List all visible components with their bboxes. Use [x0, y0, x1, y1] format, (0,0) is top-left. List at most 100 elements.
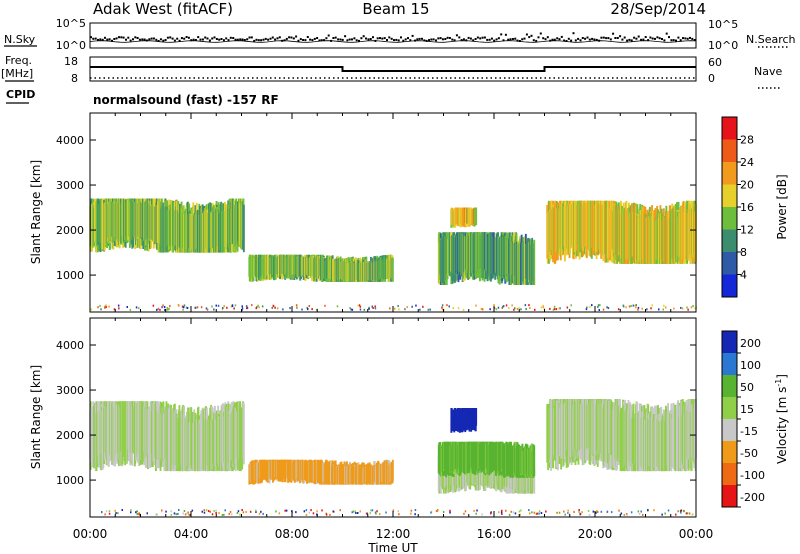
ground-scatter-point	[101, 511, 103, 513]
ground-scatter-point	[398, 308, 400, 311]
noise-point	[481, 36, 484, 39]
ground-scatter-point	[205, 307, 208, 310]
ground-scatter-point	[312, 512, 315, 515]
noise-point	[400, 36, 402, 39]
ground-scatter-point	[634, 304, 636, 307]
noise-point	[418, 37, 421, 40]
ground-scatter-point	[683, 509, 685, 512]
ground-scatter-point	[282, 308, 284, 311]
x-tick-label: 00:00	[679, 527, 714, 541]
noise-point	[581, 37, 584, 39]
ground-scatter-point	[213, 308, 215, 311]
noise-point	[113, 38, 116, 40]
ground-scatter-point	[284, 509, 286, 512]
ground-scatter-point	[501, 509, 503, 512]
ground-scatter-point	[374, 305, 376, 308]
noise-point	[248, 36, 251, 39]
ground-scatter-point	[457, 307, 460, 310]
noise-point	[507, 38, 510, 41]
ground-scatter-point	[495, 308, 498, 311]
ground-scatter-point	[545, 510, 547, 513]
ground-scatter-point	[104, 513, 106, 516]
ground-scatter-point	[211, 513, 214, 516]
noise-point	[178, 39, 181, 42]
noise-point	[593, 38, 596, 41]
ground-scatter-point	[385, 511, 387, 514]
noise-point	[213, 36, 216, 39]
noise-point	[211, 37, 214, 40]
ground-scatter-point	[159, 308, 161, 311]
ground-scatter-point	[688, 512, 691, 515]
colorbar-tick-label: 50	[740, 381, 754, 394]
ground-scatter-point	[187, 511, 189, 514]
ground-scatter-point	[301, 308, 303, 311]
noise-point	[372, 36, 374, 39]
heatmap-cell	[533, 445, 536, 477]
ground-scatter-point	[597, 511, 599, 514]
velocity-y-axis: 1000 2000 3000 4000	[56, 318, 697, 517]
ground-scatter-point	[257, 304, 259, 307]
noise-point	[122, 36, 125, 39]
ground-scatter-point	[394, 307, 396, 310]
noise-point	[97, 38, 99, 41]
colorbar-swatch	[722, 117, 737, 140]
noise-point	[572, 32, 575, 35]
y-tick-label: 3000	[56, 384, 84, 397]
ground-scatter-point	[452, 307, 455, 309]
ground-scatter-point	[245, 305, 248, 307]
ground-scatter-point	[638, 512, 641, 515]
noise-point	[346, 39, 349, 42]
heatmap-cell	[475, 408, 478, 426]
ground-scatter-point	[207, 510, 210, 512]
noise-point	[267, 38, 270, 41]
ground-scatter-point	[241, 308, 243, 311]
y-tick-label: 4000	[56, 339, 84, 352]
ground-scatter-point	[662, 308, 664, 311]
ground-scatter-point	[606, 510, 609, 513]
noise-point	[232, 37, 235, 39]
ground-scatter-point	[519, 513, 521, 516]
noise-point	[379, 37, 381, 40]
ground-scatter-point	[637, 306, 640, 309]
ground-scatter-point	[296, 306, 299, 309]
noise-point	[162, 39, 165, 42]
noise-point	[227, 39, 230, 42]
ground-scatter-point	[463, 512, 465, 515]
ground-scatter-point	[316, 510, 318, 513]
ground-scatter-point	[534, 308, 536, 311]
ground-scatter-point	[511, 304, 513, 307]
ground-scatter-point	[308, 511, 311, 514]
ground-scatter-point	[276, 307, 279, 310]
heatmap-cell	[391, 459, 394, 482]
ground-scatter-point	[414, 509, 417, 511]
ground-scatter-point	[623, 514, 626, 516]
frequency-panel: Freq. [MHz] 18 8 60 0 Nave	[1, 54, 782, 89]
ground-scatter-point	[90, 308, 93, 311]
ground-scatter-point	[588, 513, 591, 516]
ground-scatter-point	[359, 305, 362, 308]
noise-point	[435, 39, 437, 42]
noise-point	[558, 38, 561, 41]
ground-scatter-point	[332, 510, 334, 513]
ground-scatter-point	[183, 304, 186, 307]
heatmap-cell	[533, 467, 536, 494]
noise-point	[290, 36, 293, 39]
noise-point	[353, 37, 356, 40]
ground-scatter-point	[448, 305, 450, 308]
noise-point	[134, 36, 137, 39]
noise-point	[432, 38, 435, 41]
ground-scatter-point	[121, 509, 123, 511]
noise-point	[90, 36, 92, 39]
ground-scatter-point	[512, 511, 515, 514]
ground-scatter-point	[528, 304, 530, 307]
noise-point	[288, 36, 291, 39]
power-panel: 1000 2000 3000 4000 Slant Range [km]	[29, 112, 697, 313]
ground-scatter-point	[241, 509, 243, 511]
noise-point	[661, 38, 663, 40]
y-tick-label: 1000	[56, 474, 84, 487]
date-title: 28/Sep/2014	[610, 0, 706, 18]
ground-scatter-point	[108, 510, 111, 512]
ground-scatter-point	[169, 305, 171, 308]
ground-scatter-point	[233, 307, 235, 310]
